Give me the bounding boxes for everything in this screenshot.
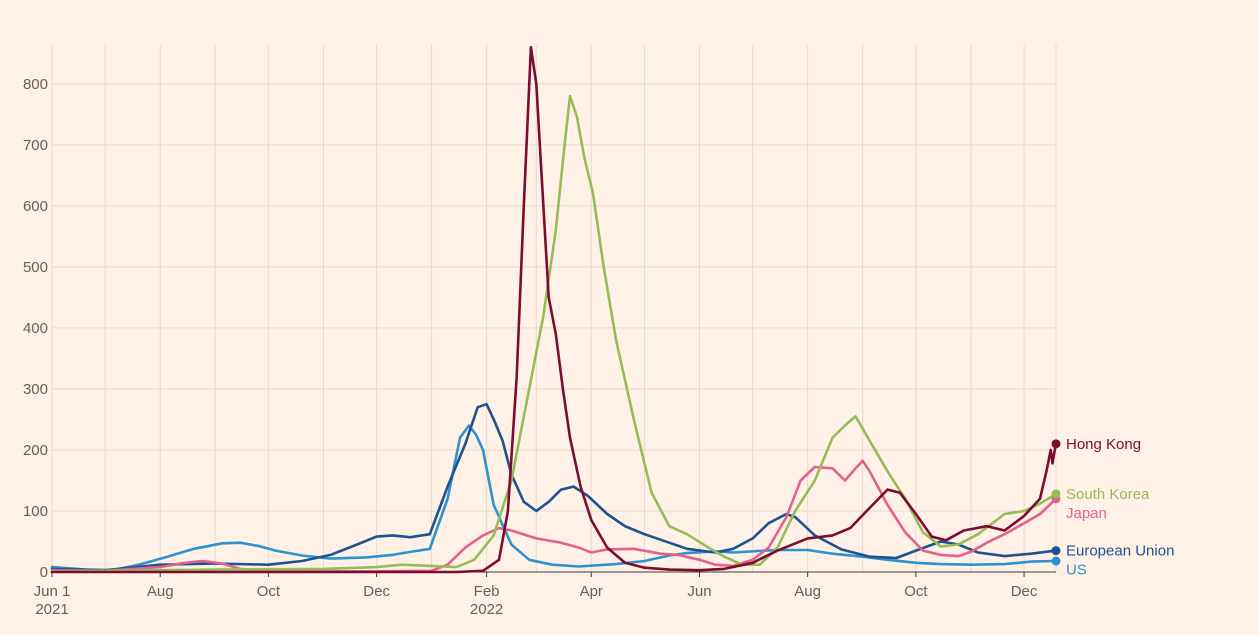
- x-tick-label: Aug: [147, 583, 174, 600]
- x-tick-label: Apr: [580, 583, 603, 600]
- x-tick-label: Dec: [363, 583, 390, 600]
- series-end-point: [1051, 546, 1061, 556]
- x-tick-label: Feb: [474, 583, 500, 600]
- series-line-us: [50, 424, 1058, 572]
- x-tick-label: Oct: [257, 583, 281, 600]
- series-line-european-union: [50, 402, 1058, 572]
- series-end-point: [1051, 556, 1061, 566]
- series-end-labels: Hong Kong South Korea Japan European Union U…: [1051, 436, 1174, 579]
- x-tick-label: Jun: [687, 583, 711, 600]
- y-tick-label: 800: [23, 76, 48, 93]
- y-tick-label: 500: [23, 259, 48, 276]
- series-label: Hong Kong: [1066, 436, 1141, 453]
- y-tick-label: 200: [23, 442, 48, 459]
- series-end-point: [1051, 489, 1061, 499]
- x-tick-label: Aug: [794, 583, 821, 600]
- y-axis: 0 100 200 300 400 500 600 700 800: [23, 76, 48, 581]
- series-label: South Korea: [1066, 486, 1150, 503]
- series-label: US: [1066, 562, 1087, 579]
- series-line-hong-kong: [50, 45, 1058, 574]
- x-tick-label: Dec: [1011, 583, 1038, 600]
- y-tick-label: 400: [23, 320, 48, 337]
- series-lines: [50, 45, 1058, 574]
- gridlines: [51, 45, 1057, 572]
- y-tick-label: 0: [40, 564, 48, 581]
- series-label: Japan: [1066, 505, 1107, 522]
- series-end-point: [1051, 439, 1061, 449]
- y-tick-label: 700: [23, 137, 48, 154]
- x-tick-label: Jun 1: [34, 583, 71, 600]
- x-tick-label: Oct: [904, 583, 928, 600]
- y-tick-label: 100: [23, 503, 48, 520]
- x-tick-year-label: 2021: [35, 601, 68, 618]
- x-tick-year-label: 2022: [470, 601, 503, 618]
- y-tick-label: 300: [23, 381, 48, 398]
- series-label: European Union: [1066, 543, 1174, 560]
- y-tick-label: 600: [23, 198, 48, 215]
- series-line-south-korea: [50, 94, 1058, 573]
